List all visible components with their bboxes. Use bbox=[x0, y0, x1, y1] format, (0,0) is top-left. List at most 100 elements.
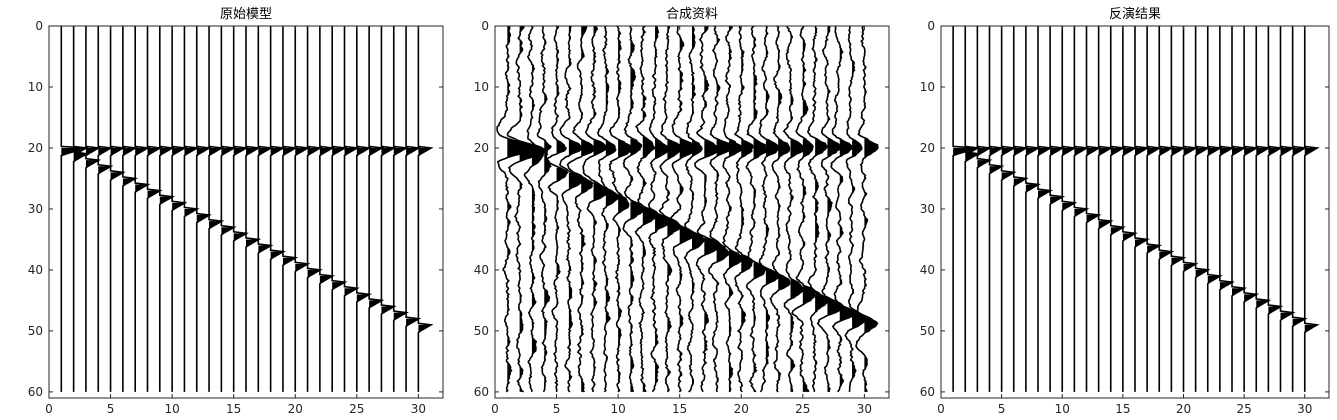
trace-26 bbox=[1255, 26, 1272, 392]
trace-1 bbox=[952, 26, 979, 392]
trace-fill bbox=[953, 147, 979, 156]
trace-fill bbox=[270, 147, 284, 260]
trace-22 bbox=[758, 25, 781, 393]
trace-7 bbox=[1025, 26, 1041, 392]
trace-fill bbox=[406, 147, 419, 327]
trace-21 bbox=[306, 26, 323, 392]
trace-14 bbox=[1109, 26, 1126, 392]
trace-27 bbox=[816, 25, 844, 393]
trace-fill bbox=[1183, 147, 1197, 272]
y-tick-label: 60 bbox=[28, 385, 43, 399]
trace-21 bbox=[1194, 26, 1211, 392]
trace-19 bbox=[722, 25, 744, 393]
trace-3 bbox=[976, 26, 993, 392]
trace-fill bbox=[555, 26, 568, 386]
trace-fill bbox=[344, 147, 358, 296]
x-tick-label: 15 bbox=[226, 402, 241, 416]
x-tick-label: 0 bbox=[491, 402, 499, 416]
y-tick-label: 20 bbox=[28, 141, 43, 155]
trace-16 bbox=[245, 26, 262, 392]
trace-fill bbox=[1280, 147, 1294, 321]
trace-fill bbox=[1050, 147, 1063, 205]
trace-15 bbox=[1122, 26, 1138, 392]
trace-20 bbox=[294, 26, 311, 392]
trace-8 bbox=[582, 25, 609, 393]
y-tick-label: 50 bbox=[28, 324, 43, 338]
trace-fill bbox=[1171, 147, 1184, 266]
trace-19 bbox=[282, 26, 299, 392]
trace-fill bbox=[629, 29, 644, 392]
panel-title: 合成资料 bbox=[666, 7, 718, 22]
x-tick-label: 5 bbox=[107, 402, 115, 416]
y-tick-label: 20 bbox=[474, 141, 489, 155]
y-tick-label: 30 bbox=[28, 202, 43, 216]
trace-fill bbox=[965, 147, 980, 162]
trace-fill bbox=[1268, 147, 1281, 315]
trace-27 bbox=[380, 26, 397, 392]
panel-1: 原始模型 0 5 10 15 20 25 30 0 10 20 30 40 50 60 bbox=[28, 7, 444, 416]
trace-20 bbox=[733, 25, 755, 393]
trace-30 bbox=[855, 25, 879, 392]
x-tick-label: 20 bbox=[734, 402, 749, 416]
trace-2 bbox=[964, 26, 981, 392]
trace-28 bbox=[392, 26, 409, 392]
trace-12 bbox=[634, 25, 658, 393]
x-tick-label: 25 bbox=[1236, 402, 1251, 416]
panel-title: 原始模型 bbox=[220, 7, 272, 22]
trace-16 bbox=[1134, 26, 1151, 392]
trace-29 bbox=[1291, 26, 1308, 392]
trace-6 bbox=[558, 25, 584, 393]
trace-11 bbox=[183, 26, 200, 392]
trace-13 bbox=[1097, 26, 1114, 392]
trace-fill bbox=[1232, 147, 1245, 296]
trace-fill bbox=[1219, 147, 1233, 290]
trace-fill bbox=[1207, 147, 1221, 284]
x-tick-label: 20 bbox=[1176, 402, 1191, 416]
trace-9 bbox=[596, 25, 620, 393]
trace-fill bbox=[147, 147, 161, 199]
trace-29 bbox=[405, 26, 422, 392]
trace-fill bbox=[604, 32, 619, 386]
trace-fill bbox=[1244, 147, 1257, 302]
x-tick-label: 10 bbox=[164, 402, 179, 416]
y-tick-label: 60 bbox=[474, 385, 489, 399]
trace-fill bbox=[122, 147, 136, 187]
trace-17 bbox=[257, 26, 274, 392]
trace-7 bbox=[566, 25, 596, 393]
trace-2 bbox=[506, 25, 546, 393]
trace-15 bbox=[669, 25, 697, 393]
trace-26 bbox=[368, 26, 385, 392]
trace-4 bbox=[988, 26, 1005, 392]
trace-28 bbox=[1279, 26, 1296, 392]
x-tick-label: 5 bbox=[553, 402, 561, 416]
trace-fill bbox=[1147, 147, 1160, 254]
x-tick-label: 30 bbox=[857, 402, 872, 416]
x-tick-label: 25 bbox=[349, 402, 364, 416]
trace-25 bbox=[791, 25, 816, 393]
y-tick-label: 10 bbox=[474, 80, 489, 94]
trace-fill bbox=[1025, 147, 1039, 193]
trace-28 bbox=[830, 25, 855, 393]
trace-21 bbox=[745, 25, 768, 393]
trace-fill bbox=[418, 147, 432, 333]
trace-1 bbox=[496, 25, 533, 393]
trace-18 bbox=[708, 25, 734, 393]
trace-3 bbox=[85, 26, 102, 392]
trace-8 bbox=[146, 26, 163, 392]
panel-title: 反演结果 bbox=[1109, 6, 1161, 22]
trace-fill bbox=[209, 147, 222, 229]
trace-18 bbox=[1158, 26, 1175, 392]
trace-fill bbox=[110, 147, 124, 180]
trace-17 bbox=[1146, 26, 1163, 392]
trace-30 bbox=[1303, 26, 1320, 392]
trace-25 bbox=[1243, 26, 1260, 392]
trace-fill bbox=[184, 147, 198, 217]
trace-17 bbox=[694, 25, 722, 393]
trace-27 bbox=[1267, 26, 1284, 392]
trace-1 bbox=[60, 26, 88, 392]
x-tick-label: 10 bbox=[610, 402, 625, 416]
trace-26 bbox=[807, 25, 829, 393]
trace-24 bbox=[782, 25, 806, 392]
trace-14 bbox=[658, 25, 683, 393]
